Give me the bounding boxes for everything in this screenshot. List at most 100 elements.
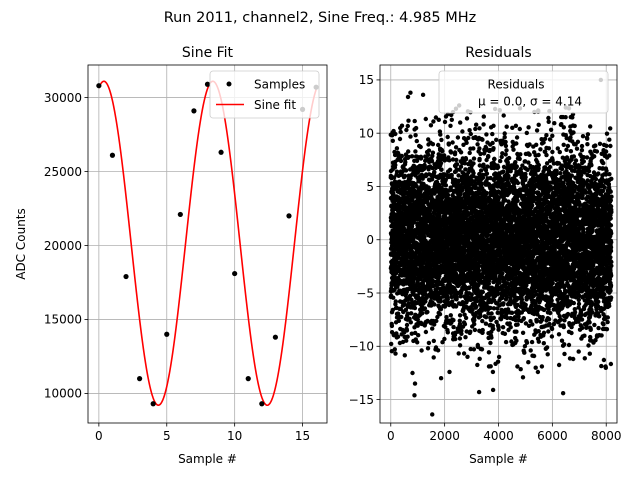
residual-point xyxy=(486,350,492,355)
residual-point xyxy=(497,280,502,285)
residual-point xyxy=(452,150,458,155)
residual-point xyxy=(432,302,437,307)
residual-point xyxy=(457,336,463,341)
residual-point xyxy=(514,141,519,146)
residual-point xyxy=(514,338,519,343)
residual-point xyxy=(501,113,506,118)
residual-point xyxy=(505,160,510,165)
residual-point xyxy=(477,356,482,361)
residual-point xyxy=(442,153,447,158)
residual-point xyxy=(402,353,407,358)
residual-point xyxy=(437,312,443,317)
residual-point xyxy=(480,318,485,324)
sample-point xyxy=(191,108,197,114)
residual-point xyxy=(502,331,508,336)
residual-point xyxy=(473,126,478,132)
residual-point xyxy=(425,309,430,315)
residual-point xyxy=(471,146,476,151)
residual-point xyxy=(472,327,478,333)
residual-point xyxy=(491,123,496,128)
residual-point xyxy=(471,170,476,176)
residual-point xyxy=(399,314,404,320)
residual-point xyxy=(507,321,512,326)
residual-point xyxy=(394,169,400,174)
residual-point xyxy=(415,340,420,345)
residual-point xyxy=(474,122,479,127)
legend-samples-label: Samples xyxy=(254,78,305,92)
sample-point xyxy=(96,83,102,89)
residual-point xyxy=(430,326,435,331)
residual-point xyxy=(407,293,413,299)
residual-point xyxy=(398,129,403,135)
residual-point xyxy=(439,137,444,143)
residual-point xyxy=(444,314,449,320)
residual-point xyxy=(511,147,516,152)
sample-point xyxy=(177,211,183,218)
residual-point xyxy=(397,136,403,142)
legend-samples-marker xyxy=(226,81,232,87)
residual-point xyxy=(431,119,436,124)
residual-point xyxy=(404,127,409,133)
residual-point xyxy=(434,318,439,324)
residual-point xyxy=(423,116,428,122)
residual-point xyxy=(472,321,477,327)
residual-point xyxy=(436,117,441,123)
residual-point xyxy=(413,133,418,138)
residual-point xyxy=(514,164,519,169)
residual-point xyxy=(393,351,398,356)
y-tick-label: 20000 xyxy=(44,239,82,253)
residual-point xyxy=(481,114,486,119)
residual-point xyxy=(481,122,486,127)
residual-point xyxy=(403,160,408,165)
residual-point xyxy=(442,119,448,125)
residual-point xyxy=(402,173,408,179)
residual-point xyxy=(450,299,455,304)
residual-point xyxy=(445,330,450,335)
residual-point xyxy=(498,158,503,164)
residual-point xyxy=(413,149,418,154)
sample-point xyxy=(164,331,170,337)
figure-title: Run 2011, channel2, Sine Freq.: 4.985 MH… xyxy=(164,10,477,26)
residual-point xyxy=(409,154,415,159)
residual-point xyxy=(465,354,470,359)
x-tick-label: 0 xyxy=(95,429,103,443)
residual-point xyxy=(467,128,472,133)
residual-point xyxy=(504,124,509,129)
residual-point xyxy=(477,146,482,151)
x-tick-label: 15 xyxy=(295,429,310,443)
residual-point xyxy=(495,359,501,364)
residual-point xyxy=(408,320,413,325)
sample-point xyxy=(272,334,278,340)
residual-point xyxy=(404,322,410,328)
residual-point xyxy=(438,161,444,166)
residual-point xyxy=(456,351,461,356)
residual-point xyxy=(494,137,499,142)
residual-point xyxy=(463,335,468,340)
residual-point xyxy=(445,134,450,140)
residual-point xyxy=(389,341,394,347)
residual-point xyxy=(517,156,522,162)
residual-point xyxy=(459,328,464,333)
residual-point xyxy=(480,289,485,295)
residual-point xyxy=(399,153,404,159)
residual-point xyxy=(468,131,473,137)
x-tick-label: 5 xyxy=(163,429,171,443)
residual-point xyxy=(483,315,489,320)
residual-point xyxy=(466,135,471,141)
residuals-title: Residuals xyxy=(465,45,531,61)
residual-point xyxy=(390,307,395,313)
residual-point xyxy=(406,154,411,160)
residual-point xyxy=(390,138,395,143)
sine-fit-line xyxy=(98,80,317,407)
residual-point xyxy=(513,123,519,128)
residual-point xyxy=(475,362,480,368)
sine-fit-title: Sine Fit xyxy=(182,45,234,61)
sine-fit-x-label: Sample # xyxy=(178,452,237,466)
residual-point xyxy=(431,338,436,344)
residual-point xyxy=(455,135,461,140)
sine-fit-curve xyxy=(98,80,317,407)
residual-point xyxy=(451,318,456,323)
residual-point xyxy=(491,315,496,320)
residual-point xyxy=(461,351,467,356)
residual-point xyxy=(404,328,410,333)
